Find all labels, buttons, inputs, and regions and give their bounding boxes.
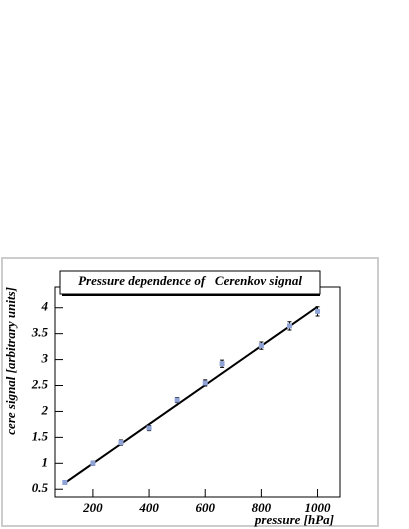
y-axis-title: cere signal [arbitrary units]: [3, 287, 18, 435]
x-axis-title: pressure [hPa]: [254, 512, 334, 527]
data-point: [258, 343, 264, 349]
x-tick-label: 600: [195, 500, 215, 515]
y-tick-label: 3: [41, 351, 49, 366]
data-point: [315, 308, 321, 314]
data-point: [202, 380, 208, 386]
y-tick-label: 2: [41, 402, 49, 417]
panel-frame: [1, 257, 379, 527]
chart-title: Pressure dependence of Cerenkov signal: [78, 273, 302, 288]
data-point: [62, 479, 68, 485]
data-point: [146, 425, 152, 431]
y-tick-label: 0.5: [32, 480, 49, 495]
data-point: [90, 460, 96, 466]
data-point: [219, 361, 225, 367]
fit-line: [64, 305, 319, 484]
data-point: [118, 440, 124, 446]
y-tick-label: 1.5: [32, 428, 49, 443]
y-tick-label: 4: [41, 299, 49, 314]
x-tick-label: 200: [82, 500, 103, 515]
data-point: [174, 397, 180, 403]
y-tick-label: 1: [42, 454, 49, 469]
title-shadow: [62, 294, 320, 296]
y-tick-label: 2.5: [31, 377, 49, 392]
x-tick-label: 1000: [305, 500, 332, 515]
y-tick-label: 3.5: [31, 325, 49, 340]
x-tick-label: 800: [252, 500, 272, 515]
data-point: [286, 323, 292, 329]
x-tick-label: 400: [138, 500, 159, 515]
